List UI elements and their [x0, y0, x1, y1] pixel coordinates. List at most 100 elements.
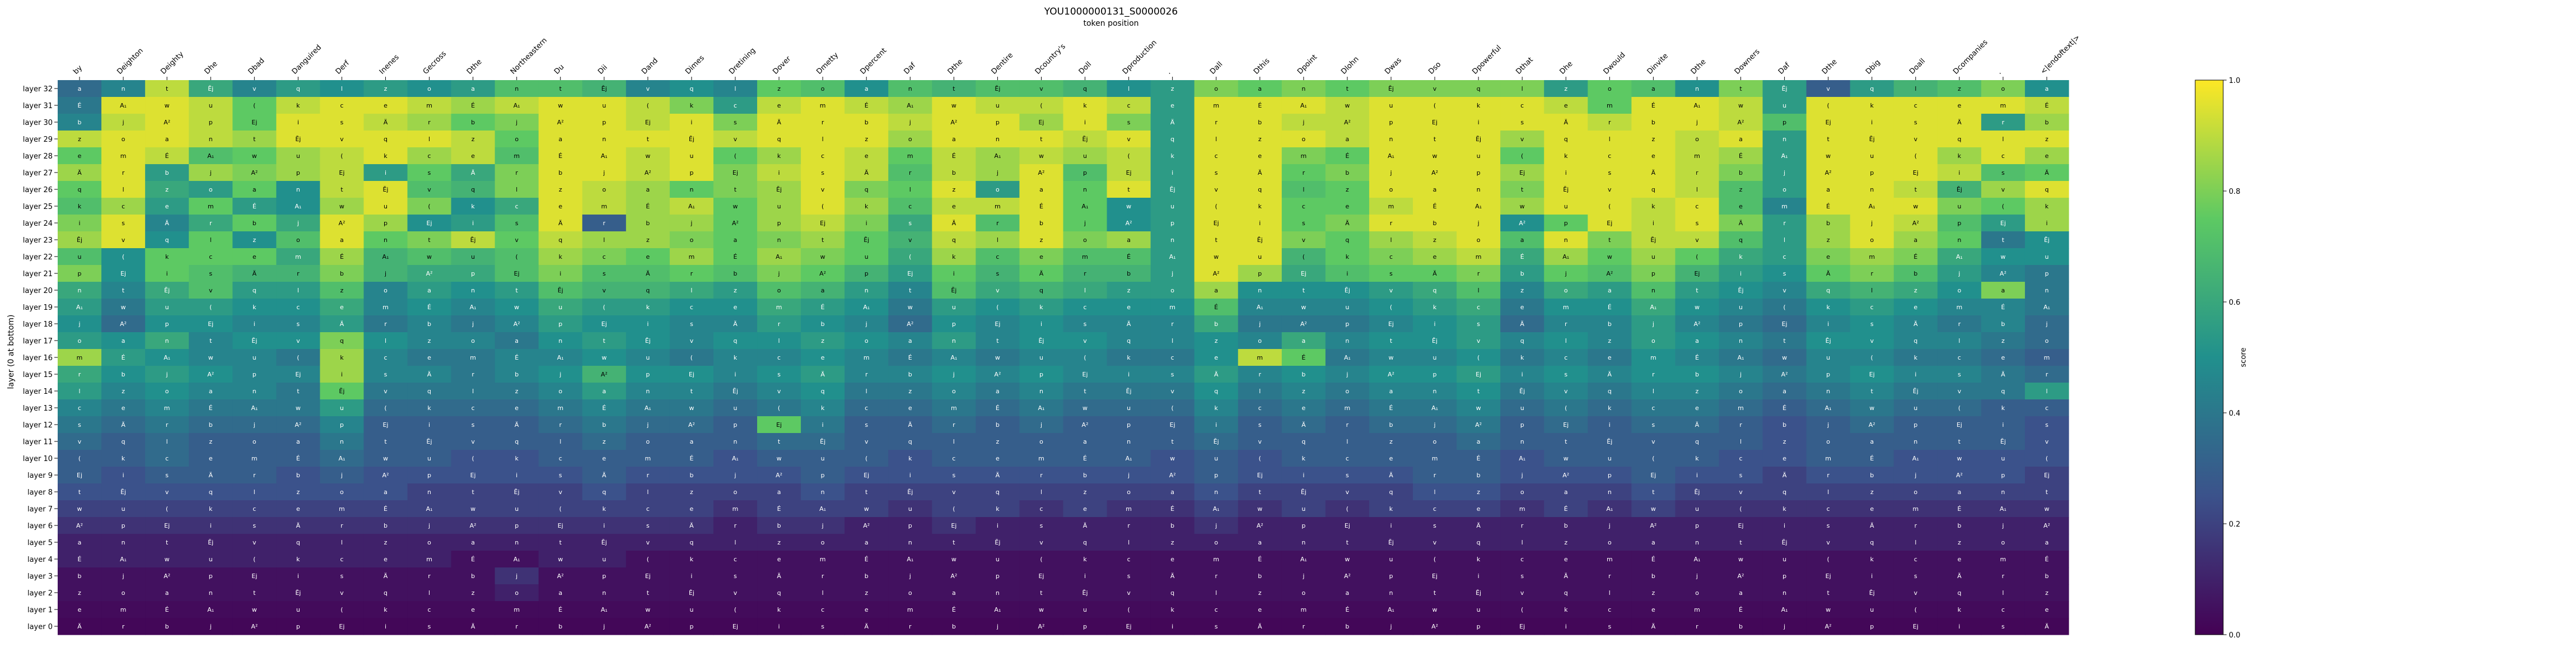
heatmap-cell-glyph: a: [1039, 186, 1043, 193]
heatmap-cell: [145, 181, 189, 198]
heatmap-cell: [58, 248, 102, 266]
heatmap-cell-glyph: A²: [1912, 220, 1919, 227]
heatmap-cell-glyph: z: [1520, 287, 1524, 294]
heatmap-cell-glyph: w: [1520, 203, 1525, 210]
heatmap-cell-glyph: É: [1433, 203, 1437, 210]
heatmap-cell: [494, 483, 539, 501]
heatmap-cell-glyph: o: [1214, 539, 1218, 546]
heatmap-cell: [1500, 315, 1544, 333]
y-tick-label: layer 27: [23, 169, 53, 178]
heatmap-cell: [801, 332, 845, 350]
heatmap-cell-glyph: b: [384, 522, 388, 529]
heatmap-cell-glyph: É: [78, 102, 82, 109]
heatmap-cell-glyph: (: [1127, 606, 1130, 613]
heatmap-cell: [538, 299, 583, 316]
heatmap-cell: [1675, 215, 1720, 232]
heatmap-cell: [1893, 114, 1938, 131]
heatmap-cell: [669, 416, 714, 434]
heatmap-cell: [407, 567, 452, 585]
heatmap-cell: [1850, 181, 1894, 198]
heatmap-cell: [1325, 248, 1370, 266]
heatmap-cell: [451, 299, 496, 316]
heatmap-cell-glyph: p: [2045, 270, 2048, 277]
heatmap-cell: [1238, 131, 1282, 148]
heatmap-cell-glyph: b: [865, 572, 869, 580]
heatmap-cell: [363, 114, 408, 131]
heatmap-cell: [1413, 416, 1457, 434]
heatmap-cell-glyph: p: [1214, 472, 1218, 479]
heatmap-cell: [582, 467, 627, 484]
heatmap-cell: [669, 164, 714, 181]
heatmap-cell-glyph: v: [1302, 236, 1306, 244]
heatmap-cell: [1413, 433, 1457, 450]
heatmap-cell-glyph: Ej: [120, 270, 126, 277]
heatmap-cell: [1893, 433, 1938, 450]
heatmap-cell-glyph: s: [1608, 169, 1611, 176]
heatmap-cell-glyph: c: [296, 304, 300, 311]
heatmap-cell: [1238, 181, 1282, 198]
heatmap-cell-glyph: v: [515, 236, 519, 244]
heatmap-cell-glyph: Ej: [2000, 220, 2006, 227]
heatmap-cell: [1325, 567, 1370, 585]
heatmap-cell-glyph: Ej: [1694, 270, 1700, 277]
heatmap-cell-glyph: a: [1433, 186, 1437, 193]
heatmap-cell: [58, 500, 102, 518]
heatmap-cell: [1719, 567, 1763, 585]
heatmap-cell-glyph: r: [865, 371, 868, 378]
heatmap-cell-glyph: p: [689, 623, 693, 630]
heatmap-cell: [582, 315, 627, 333]
heatmap-cell: [1500, 399, 1544, 417]
y-tick-label: layer 5: [27, 539, 53, 547]
heatmap-cell-glyph: z: [777, 85, 781, 92]
heatmap-cell: [58, 399, 102, 417]
heatmap-cell-glyph: c: [1215, 606, 1218, 613]
heatmap-cell-glyph: Ej: [995, 320, 1000, 328]
heatmap-cell-glyph: (: [647, 102, 649, 109]
y-tick-label: layer 29: [23, 136, 53, 144]
colorbar-tick-label: 0.8: [2229, 188, 2241, 196]
heatmap-cell: [1281, 164, 1326, 181]
heatmap-cell-glyph: w: [1039, 152, 1044, 160]
heatmap-cell-glyph: k: [1127, 354, 1131, 361]
heatmap-cell: [713, 215, 758, 232]
heatmap-cell: [276, 198, 320, 215]
heatmap-cell-glyph: (: [822, 203, 824, 210]
heatmap-cell-glyph: w: [1738, 556, 1743, 563]
heatmap-cell-glyph: A₁: [1213, 505, 1220, 513]
heatmap-cell: [932, 551, 976, 568]
heatmap-cell: [1762, 332, 1807, 350]
heatmap-cell-glyph: i: [1084, 572, 1086, 580]
heatmap-cell-glyph: (: [690, 354, 693, 361]
heatmap-cell-glyph: w: [689, 404, 694, 412]
heatmap-cell: [626, 299, 670, 316]
heatmap-cell-glyph: s: [1608, 623, 1611, 630]
heatmap-cell-glyph: t: [384, 438, 387, 445]
heatmap-cell-glyph: j: [822, 522, 824, 529]
heatmap-cell-glyph: o: [1258, 337, 1262, 345]
heatmap-cell-glyph: k: [471, 203, 475, 210]
heatmap-cell-glyph: A₁: [76, 304, 83, 311]
heatmap-cell: [932, 315, 976, 333]
heatmap-cell-glyph: w: [252, 606, 257, 613]
heatmap-cell-glyph: (: [1827, 102, 1829, 109]
heatmap-cell-glyph: k: [1739, 253, 1743, 260]
heatmap-cell-glyph: Ej: [601, 320, 607, 328]
heatmap-cell: [888, 80, 932, 97]
heatmap-cell: [1981, 147, 2026, 165]
heatmap-cell: [932, 332, 976, 350]
heatmap-cell: [363, 231, 408, 249]
heatmap-cell-glyph: A₁: [207, 606, 214, 613]
heatmap-cell-glyph: Ä: [952, 220, 956, 227]
heatmap-cell: [1588, 500, 1632, 518]
heatmap-cell: [1325, 517, 1370, 534]
heatmap-cell-glyph: m: [1694, 606, 1700, 613]
heatmap-cell: [276, 114, 320, 131]
heatmap-cell: [1719, 97, 1763, 114]
heatmap-cell: [1981, 534, 2026, 551]
heatmap-cell: [189, 265, 233, 282]
heatmap-cell: [538, 248, 583, 266]
heatmap-cell: [1719, 601, 1763, 618]
heatmap-cell: [320, 601, 365, 618]
heatmap-cell-glyph: Ä: [1258, 623, 1262, 630]
heatmap-cell: [1981, 131, 2026, 148]
